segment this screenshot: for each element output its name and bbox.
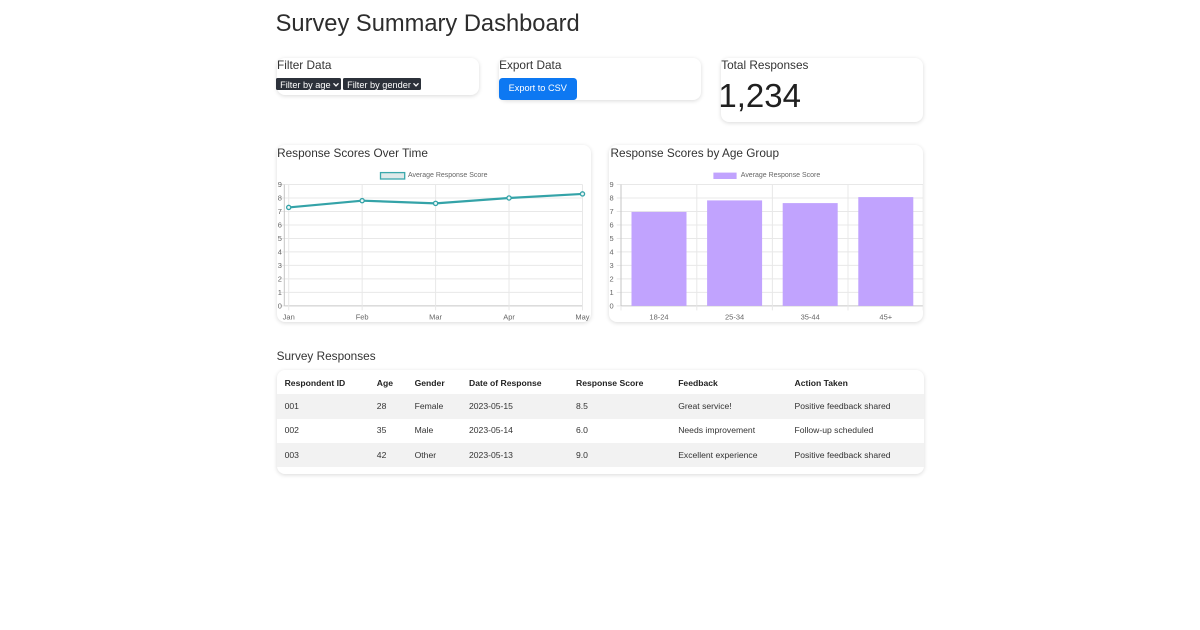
svg-text:6: 6 xyxy=(609,221,613,230)
svg-text:Mar: Mar xyxy=(429,313,442,321)
svg-text:Apr: Apr xyxy=(503,313,515,321)
svg-text:45+: 45+ xyxy=(879,313,892,321)
svg-text:Jan: Jan xyxy=(282,313,294,321)
svg-text:0: 0 xyxy=(277,302,281,311)
svg-text:25-34: 25-34 xyxy=(725,313,744,321)
svg-text:4: 4 xyxy=(609,248,613,257)
svg-text:2: 2 xyxy=(277,275,281,284)
svg-text:35-44: 35-44 xyxy=(800,313,819,321)
svg-text:Feb: Feb xyxy=(355,313,368,321)
svg-text:18-24: 18-24 xyxy=(649,313,668,321)
svg-text:4: 4 xyxy=(277,248,281,257)
svg-text:9: 9 xyxy=(609,181,613,190)
svg-text:Average Response Score: Average Response Score xyxy=(740,173,820,180)
svg-text:3: 3 xyxy=(609,262,613,271)
svg-text:7: 7 xyxy=(609,208,613,217)
svg-text:May: May xyxy=(575,313,589,321)
svg-text:8: 8 xyxy=(277,194,281,203)
svg-text:1: 1 xyxy=(277,288,281,297)
svg-text:5: 5 xyxy=(609,235,613,244)
svg-text:1: 1 xyxy=(609,288,613,297)
svg-text:2: 2 xyxy=(609,275,613,284)
svg-text:7: 7 xyxy=(277,208,281,217)
svg-text:6: 6 xyxy=(277,221,281,230)
svg-text:9: 9 xyxy=(277,181,281,190)
svg-text:Average Response Score: Average Response Score xyxy=(407,173,487,180)
svg-text:8: 8 xyxy=(609,194,613,203)
svg-text:3: 3 xyxy=(277,262,281,271)
svg-text:5: 5 xyxy=(277,235,281,244)
svg-text:0: 0 xyxy=(609,302,613,311)
